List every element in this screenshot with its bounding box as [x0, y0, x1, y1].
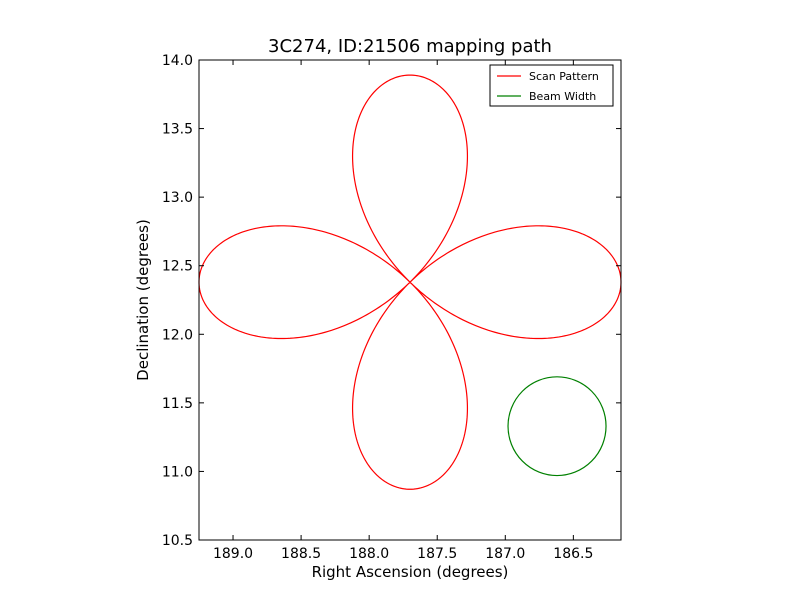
legend-frame	[489, 64, 614, 107]
x-tick-label: 186.5	[553, 546, 593, 562]
legend-label-scan-pattern: Scan Pattern	[529, 70, 599, 83]
beam-width-circle	[507, 376, 607, 477]
y-tick-label: 11.5	[162, 396, 193, 412]
y-axis-label: Declination (degrees)	[134, 219, 152, 381]
x-tick-label: 188.0	[349, 546, 389, 562]
x-axis-label: Right Ascension (degrees)	[312, 563, 509, 581]
y-tick-label: 12.0	[162, 327, 193, 343]
plot-area	[199, 60, 621, 540]
y-tick-label: 13.5	[162, 122, 193, 138]
x-tick-label: 188.5	[281, 546, 321, 562]
y-tick-label: 11.0	[162, 464, 193, 480]
y-tick-label: 12.5	[162, 259, 193, 275]
x-tick-label: 187.5	[417, 546, 457, 562]
x-tick-label: 187.0	[485, 546, 525, 562]
ticks-layer: 189.0 188.5 188.0 187.5 187.0 186.5 10.5 11.0 11…	[162, 53, 621, 562]
plot-frame	[198, 59, 622, 541]
x-tick-label: 189.0	[213, 546, 253, 562]
legend-label-beam-width: Beam Width	[529, 90, 596, 103]
y-tick-label: 10.5	[162, 533, 193, 549]
y-tick-label: 14.0	[162, 53, 193, 69]
legend: Scan Pattern Beam Width	[489, 64, 614, 107]
y-tick-label: 13.0	[162, 190, 193, 206]
chart-title: 3C274, ID:21506 mapping path	[268, 36, 552, 57]
